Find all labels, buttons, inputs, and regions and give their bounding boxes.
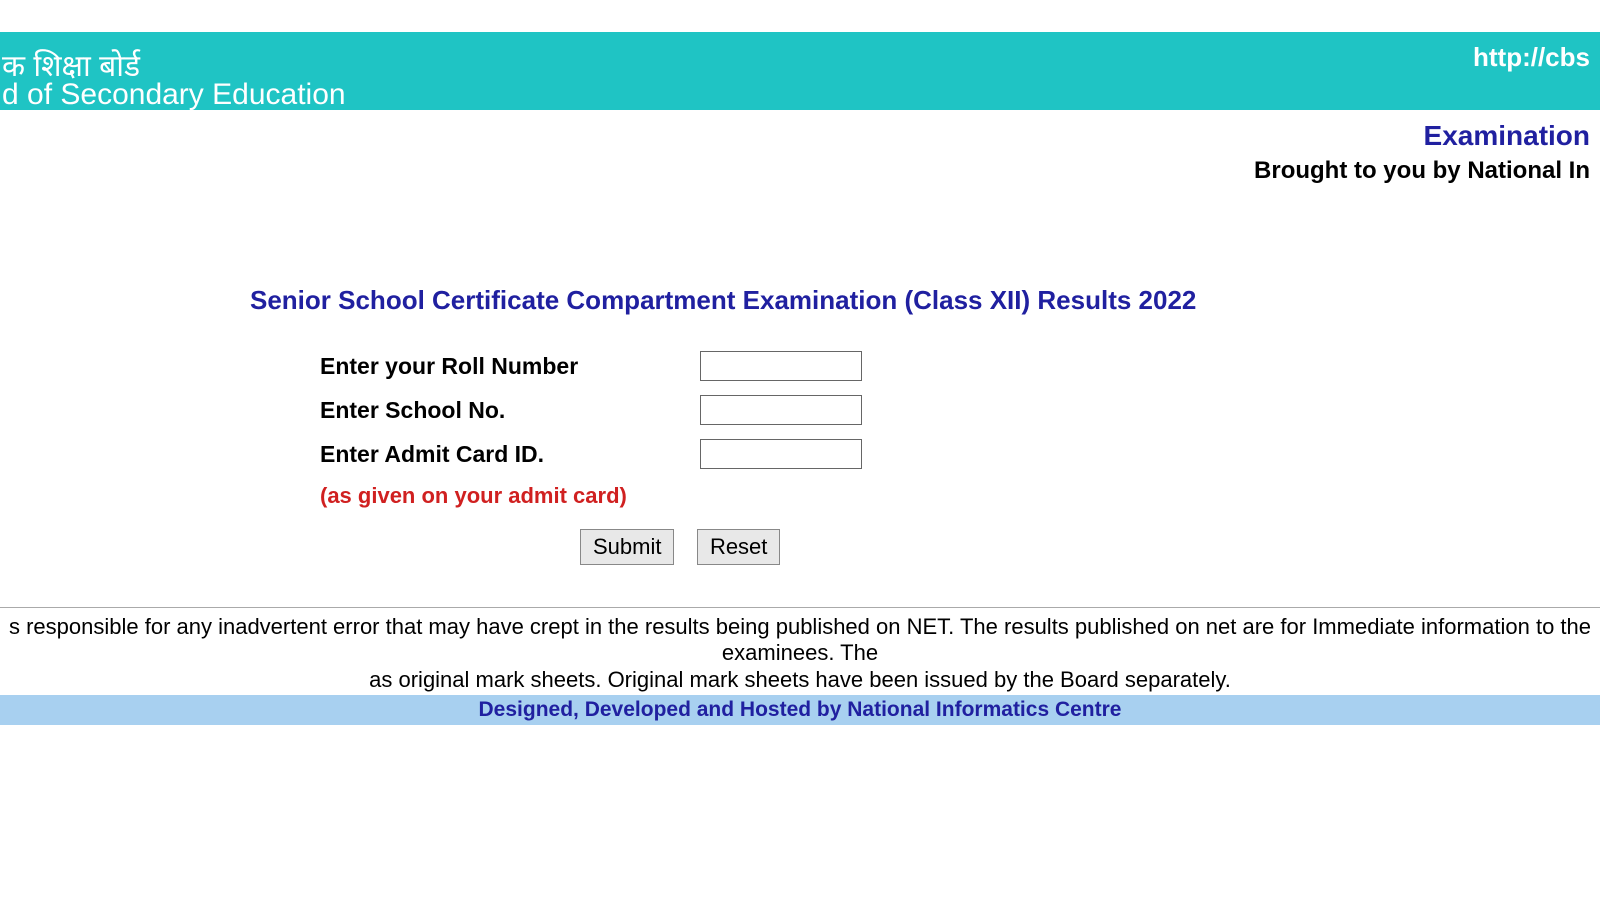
form-area: Enter your Roll Number Enter School No. … — [250, 351, 1600, 565]
footer-credit: Designed, Developed and Hosted by Nation… — [0, 695, 1600, 725]
disclaimer-line2: as original mark sheets. Original mark s… — [369, 667, 1231, 692]
disclaimer-text: s responsible for any inadvertent error … — [0, 612, 1600, 695]
footer-divider — [0, 607, 1600, 608]
roll-number-input[interactable] — [700, 351, 862, 381]
header-english-text: d of Secondary Education — [2, 78, 346, 112]
main-content: Senior School Certificate Compartment Ex… — [0, 285, 1600, 565]
school-no-label: Enter School No. — [320, 397, 700, 424]
disclaimer-line1: s responsible for any inadvertent error … — [9, 614, 1591, 665]
top-white-bar — [0, 0, 1600, 32]
subheader: Examination Brought to you by National I… — [0, 110, 1600, 185]
subheader-title: Examination — [0, 120, 1590, 152]
form-row-admit-card: Enter Admit Card ID. — [320, 439, 1600, 469]
roll-number-label: Enter your Roll Number — [320, 353, 700, 380]
button-row: Submit Reset — [320, 529, 1600, 565]
submit-button[interactable]: Submit — [580, 529, 674, 565]
admit-card-input[interactable] — [700, 439, 862, 469]
header-url: http://cbs — [1473, 42, 1590, 73]
admit-card-label: Enter Admit Card ID. — [320, 441, 700, 468]
header-banner: http://cbs क शिक्षा बोर्ड d of Secondary… — [0, 32, 1600, 110]
school-no-input[interactable] — [700, 395, 862, 425]
form-row-school-no: Enter School No. — [320, 395, 1600, 425]
reset-button[interactable]: Reset — [697, 529, 780, 565]
form-note: (as given on your admit card) — [320, 483, 1600, 509]
subheader-tagline: Brought to you by National In — [0, 157, 1590, 185]
footer: s responsible for any inadvertent error … — [0, 607, 1600, 725]
form-row-roll-number: Enter your Roll Number — [320, 351, 1600, 381]
form-title: Senior School Certificate Compartment Ex… — [250, 285, 1600, 316]
